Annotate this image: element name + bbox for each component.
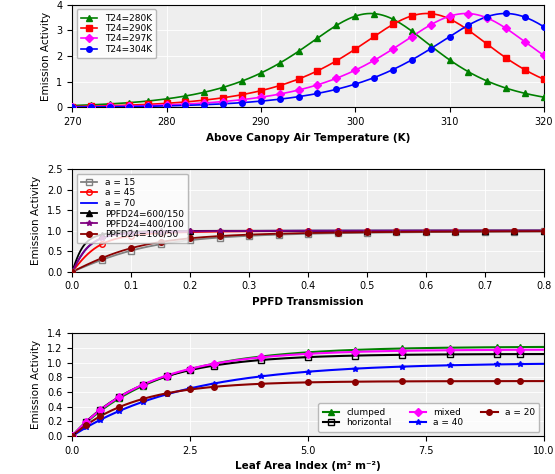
X-axis label: Above Canopy Air Temperature (K): Above Canopy Air Temperature (K) <box>206 133 410 143</box>
Legend: T24=280K, T24=290K, T24=297K, T24=304K: T24=280K, T24=290K, T24=297K, T24=304K <box>77 9 157 58</box>
X-axis label: PPFD Transmission: PPFD Transmission <box>253 297 364 307</box>
Legend: a = 15, a = 45, a = 70, PPFD24=600/150, PPFD24=400/100, PPFD24=100/50: a = 15, a = 45, a = 70, PPFD24=600/150, … <box>77 173 188 243</box>
Y-axis label: Emission Activity: Emission Activity <box>41 11 51 100</box>
Y-axis label: Emission Activity: Emission Activity <box>32 340 42 429</box>
X-axis label: Leaf Area Index (m² m⁻²): Leaf Area Index (m² m⁻²) <box>235 461 381 471</box>
Y-axis label: Emission Activity: Emission Activity <box>32 176 42 265</box>
Legend: clumped, horizontal, mixed, a = 40, a = 20: clumped, horizontal, mixed, a = 40, a = … <box>318 403 539 431</box>
